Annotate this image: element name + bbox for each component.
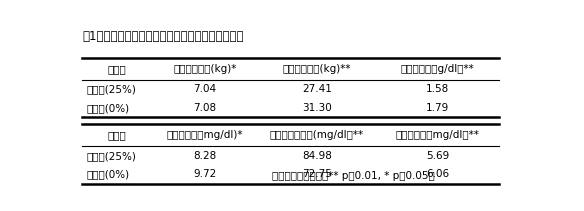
- Text: 7.08: 7.08: [193, 103, 217, 113]
- Text: 総タンパク（mg/dl）**: 総タンパク（mg/dl）**: [396, 130, 479, 140]
- Text: 1.58: 1.58: [426, 84, 449, 94]
- Text: 27.41: 27.41: [302, 84, 332, 94]
- Text: コレステロール(mg/dl）**: コレステロール(mg/dl）**: [270, 130, 364, 140]
- Text: アルブミン（g/dl）**: アルブミン（g/dl）**: [401, 64, 475, 74]
- Text: 5.69: 5.69: [426, 151, 449, 161]
- Text: 6.06: 6.06: [426, 169, 449, 179]
- Text: 9.72: 9.72: [193, 169, 217, 179]
- Text: 表1　体重および血漿中代謝成分の最小２乗平均値: 表1 体重および血漿中代謝成分の最小２乗平均値: [82, 30, 244, 43]
- Text: 7.04: 7.04: [193, 84, 217, 94]
- Text: １ヶ月齢体重(kg)*: １ヶ月齢体重(kg)*: [173, 64, 237, 74]
- Text: 31.30: 31.30: [302, 103, 332, 113]
- Text: 近縁　(25%): 近縁 (25%): [86, 151, 137, 161]
- Text: 尿素態窒素（mg/dl)*: 尿素態窒素（mg/dl)*: [166, 130, 243, 140]
- Text: 近交度: 近交度: [108, 64, 127, 74]
- Text: 1.79: 1.79: [426, 103, 449, 113]
- Text: 遠縁　(0%): 遠縁 (0%): [86, 169, 130, 179]
- Text: 8.28: 8.28: [193, 151, 217, 161]
- Text: 近縁　(25%): 近縁 (25%): [86, 84, 137, 94]
- Text: 近交度: 近交度: [108, 130, 127, 140]
- Text: ２ヶ月齢体重(kg)**: ２ヶ月齢体重(kg)**: [283, 64, 351, 74]
- Text: 84.98: 84.98: [302, 151, 332, 161]
- Text: 遠縁　(0%): 遠縁 (0%): [86, 103, 130, 113]
- Text: 近縁、遠縁産子間（** p＜0.01, * p＜0.05）: 近縁、遠縁産子間（** p＜0.01, * p＜0.05）: [272, 171, 435, 181]
- Text: 72.75: 72.75: [302, 169, 332, 179]
